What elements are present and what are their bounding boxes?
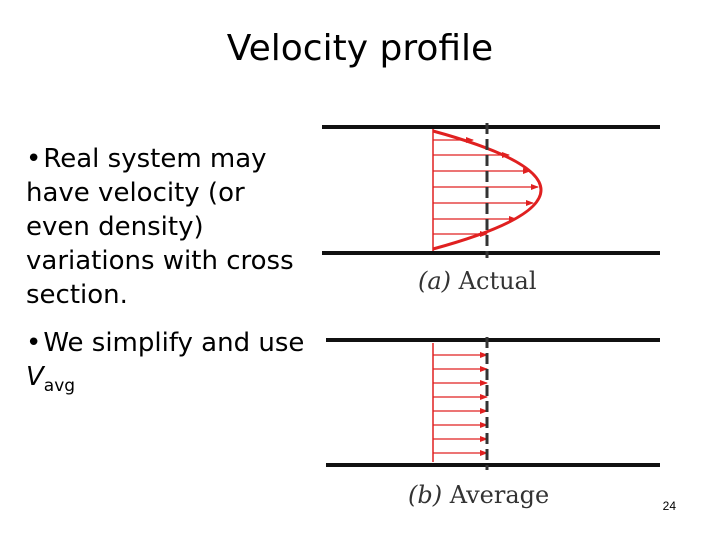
slide-number: 24 [662,499,676,513]
caption-actual-letter: (a) [418,267,452,295]
actual-velocity-arrows [433,137,539,237]
caption-average: (b) Average [408,481,549,509]
slide-title: Velocity profile [226,28,494,69]
caption-average-letter: (b) [408,481,443,509]
average-profile-diagram [326,337,660,470]
bullet-list: •Real system may have velocity (or even … [26,142,316,417]
caption-actual: (a) Actual [418,267,537,295]
bullet-marker: • [26,144,42,174]
actual-profile-diagram [322,123,660,258]
caption-actual-text: Actual [451,267,537,295]
average-velocity-arrows [433,352,488,456]
velocity-symbol: V [26,362,44,392]
bullet-text: Real system may have velocity (or even d… [26,144,294,310]
bullet-marker: • [26,328,42,358]
velocity-subscript: avg [43,376,76,396]
bullet-item-real-system: •Real system may have velocity (or even … [26,142,316,312]
bullet-text: We simplify and use [43,328,305,358]
caption-average-text: Average [442,481,550,509]
bullet-item-simplify: •We simplify and use Vavg [26,326,316,403]
